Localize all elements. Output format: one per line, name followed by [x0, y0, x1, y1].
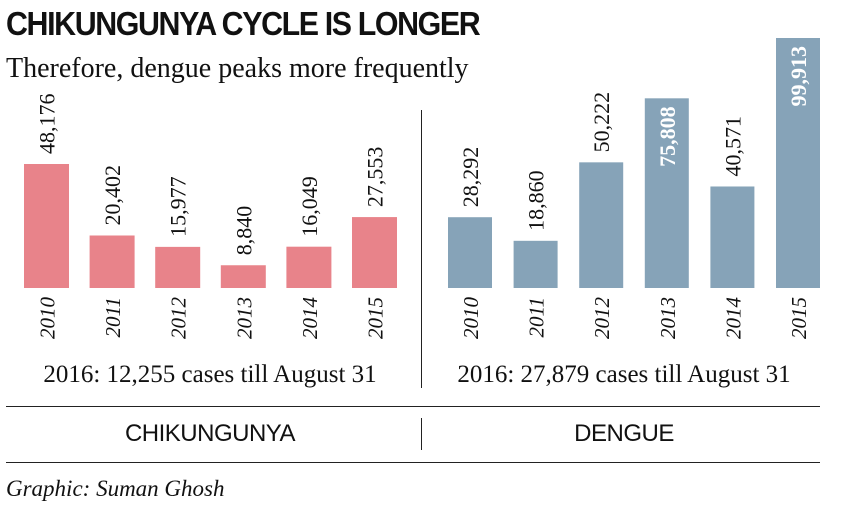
dengue-value-label-2015: 99,913	[786, 46, 811, 107]
chikungunya-bar-2011	[89, 235, 135, 288]
dengue-label: DENGUE	[574, 420, 674, 447]
chikungunya-year-label-2015: 2015	[364, 297, 388, 339]
chikungunya-chart: 48,176 2010 20,402 2011 15,977 2012 8,840 2013 1…	[24, 94, 397, 340]
dengue-year-label-2011: 2011	[525, 297, 549, 337]
chikungunya-bar-2014	[286, 246, 332, 288]
chikungunya-value-label-2011: 20,402	[100, 165, 125, 226]
dengue-bar-2011	[513, 240, 558, 288]
chikungunya-year-label-2011: 2011	[101, 297, 125, 337]
chikungunya-year-label-2014: 2014	[298, 297, 322, 340]
dengue-value-label-2012: 50,222	[589, 92, 614, 153]
dengue-value-label-2013: 75,808	[655, 106, 680, 167]
dengue-value-label-2010: 28,292	[458, 147, 483, 208]
dengue-chart: 28,292 2010 18,860 2011 50,222 2012 75,808 2013…	[448, 38, 820, 339]
dengue-value-label-2014: 40,571	[720, 116, 745, 177]
chikungunya-2016-note: 2016: 12,255 cases till August 31	[43, 361, 377, 388]
chikungunya-value-label-2010: 48,176	[35, 94, 60, 155]
chikungunya-label: CHIKUNGUNYA	[124, 420, 296, 447]
chikungunya-year-label-2010: 2010	[36, 297, 60, 340]
dengue-year-label-2010: 2010	[459, 297, 483, 340]
dengue-bar-2012	[579, 162, 624, 288]
dengue-year-label-2015: 2015	[787, 297, 811, 339]
dengue-2016-note: 2016: 27,879 cases till August 31	[457, 361, 791, 388]
chikungunya-value-label-2012: 15,977	[166, 176, 191, 237]
dengue-bar-2013	[644, 98, 689, 288]
chikungunya-bar-2012	[155, 246, 201, 288]
dengue-bar-2010	[448, 217, 492, 288]
chart-subtitle: Therefore, dengue peaks more frequently	[6, 53, 469, 84]
chikungunya-value-label-2015: 27,553	[363, 147, 388, 208]
chikungunya-value-label-2014: 16,049	[297, 176, 322, 237]
chikungunya-bar-2015	[352, 217, 397, 288]
dengue-year-label-2013: 2013	[656, 297, 680, 339]
chikungunya-bar-2010	[24, 164, 69, 288]
chikungunya-value-label-2013: 8,840	[231, 206, 256, 255]
chikungunya-year-label-2013: 2013	[232, 297, 256, 339]
graphic-credit: Graphic: Suman Ghosh	[6, 476, 225, 501]
chart-title: CHIKUNGUNYA CYCLE IS LONGER	[6, 5, 481, 42]
dengue-bar-2014	[710, 186, 755, 288]
dengue-value-label-2011: 18,860	[524, 170, 549, 231]
dengue-bar-2015	[776, 38, 820, 288]
dengue-year-label-2014: 2014	[721, 297, 745, 340]
dengue-year-label-2012: 2012	[590, 297, 614, 340]
panel-divider	[421, 110, 422, 388]
top-rule	[6, 406, 820, 407]
chikungunya-bar-2013	[220, 265, 266, 288]
chikungunya-year-label-2012: 2012	[167, 297, 191, 340]
label-divider	[421, 418, 422, 450]
bottom-rule	[6, 462, 820, 463]
